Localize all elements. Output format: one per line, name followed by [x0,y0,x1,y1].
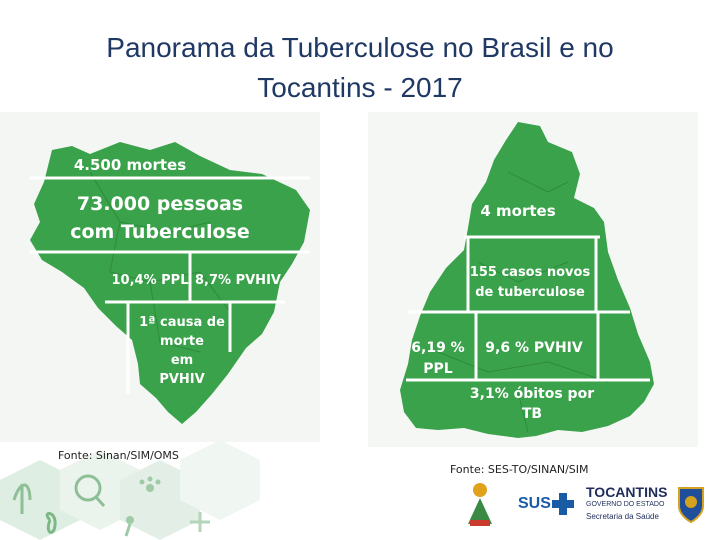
footer-decoration [0,440,260,540]
brazil-shape [30,142,310,424]
brazil-people-line2: com Tuberculose [70,221,250,243]
brazil-cause-line4: PVHIV [159,372,204,387]
sus-logo: SUS [518,492,574,518]
tocantins-grid-lines [406,235,650,382]
brazil-map: 4.500 mortes 73.000 pessoas com Tubercul… [30,142,310,424]
runner-body [124,523,132,537]
brazil-cause-line2: morte [160,334,204,349]
sus-logo-text: SUS [518,495,551,512]
tocantins-deaths: 4 mortes [480,202,555,220]
brazil-cause-line3: em [171,353,193,368]
state-subtitle: GOVERNO DO ESTADO [586,501,665,508]
runner-icon [126,516,134,524]
brazil-pvhiv: 8,7% PVHIV [195,273,281,288]
tocantins-cases-line1: 155 casos novos [470,265,591,280]
brazil-cause-line1: 1ª causa de [139,315,225,330]
footer-hexagon [180,440,260,520]
title-line-1: Panorama da Tuberculose no Brasil e no [106,32,614,63]
brazil-deaths: 4.500 mortes [74,156,186,174]
tocantins-deaths-rate-line1: 3,1% óbitos por [470,386,594,402]
tocantins-ppl-line1: 6,19 % [411,340,464,356]
slide-title: Panorama da Tuberculose no Brasil e no T… [20,28,700,108]
tb-program-emblem [468,483,492,526]
magnifier-icon [74,474,102,502]
paw-toe [147,476,153,482]
paw-icon [146,484,154,492]
department-name: Secretaria da Saúde [586,512,659,521]
tb-program-logo [460,480,500,530]
syringe-icon [190,512,210,532]
tocantins-municipal-borders [437,171,609,433]
tocantins-deaths-rate-line2: TB [522,406,542,422]
tocantins-map: 4 mortes 155 casos novos de tuberculose … [400,122,654,438]
state-name: TOCANTINS [586,484,668,500]
tocantins-source: Fonte: SES-TO/SINAN/SIM [450,463,589,476]
tocantins-cases-line2: de tuberculose [475,285,585,300]
magnifier-handle [94,496,106,507]
brazil-ppl: 10,4% PPL [112,273,189,288]
brazil-source: Fonte: Sinan/SIM/OMS [58,449,179,462]
tocantins-map-panel: 4 mortes 155 casos novos de tuberculose … [368,112,698,447]
brazil-grid-lines [30,176,310,394]
sus-cross-icon [552,493,574,515]
state-coat-of-arms-icon [678,487,704,524]
brazil-state-borders [89,171,231,353]
title-line-2: Tocantins - 2017 [257,72,463,103]
tocantins-pvhiv: 9,6 % PVHIV [485,340,583,356]
brazil-people-line1: 73.000 pessoas [77,193,243,215]
tocantins-government-logo: TOCANTINS GOVERNO DO ESTADO Secretaria d… [586,484,710,530]
tocantins-shape [400,122,654,438]
paw-toe [155,479,161,485]
brazil-map-panel: 4.500 mortes 73.000 pessoas com Tubercul… [0,112,320,442]
tocantins-ppl-line2: PPL [423,361,453,377]
plant-icon [12,483,32,514]
paw-toe [139,479,145,485]
ribbon-icon [45,511,57,534]
